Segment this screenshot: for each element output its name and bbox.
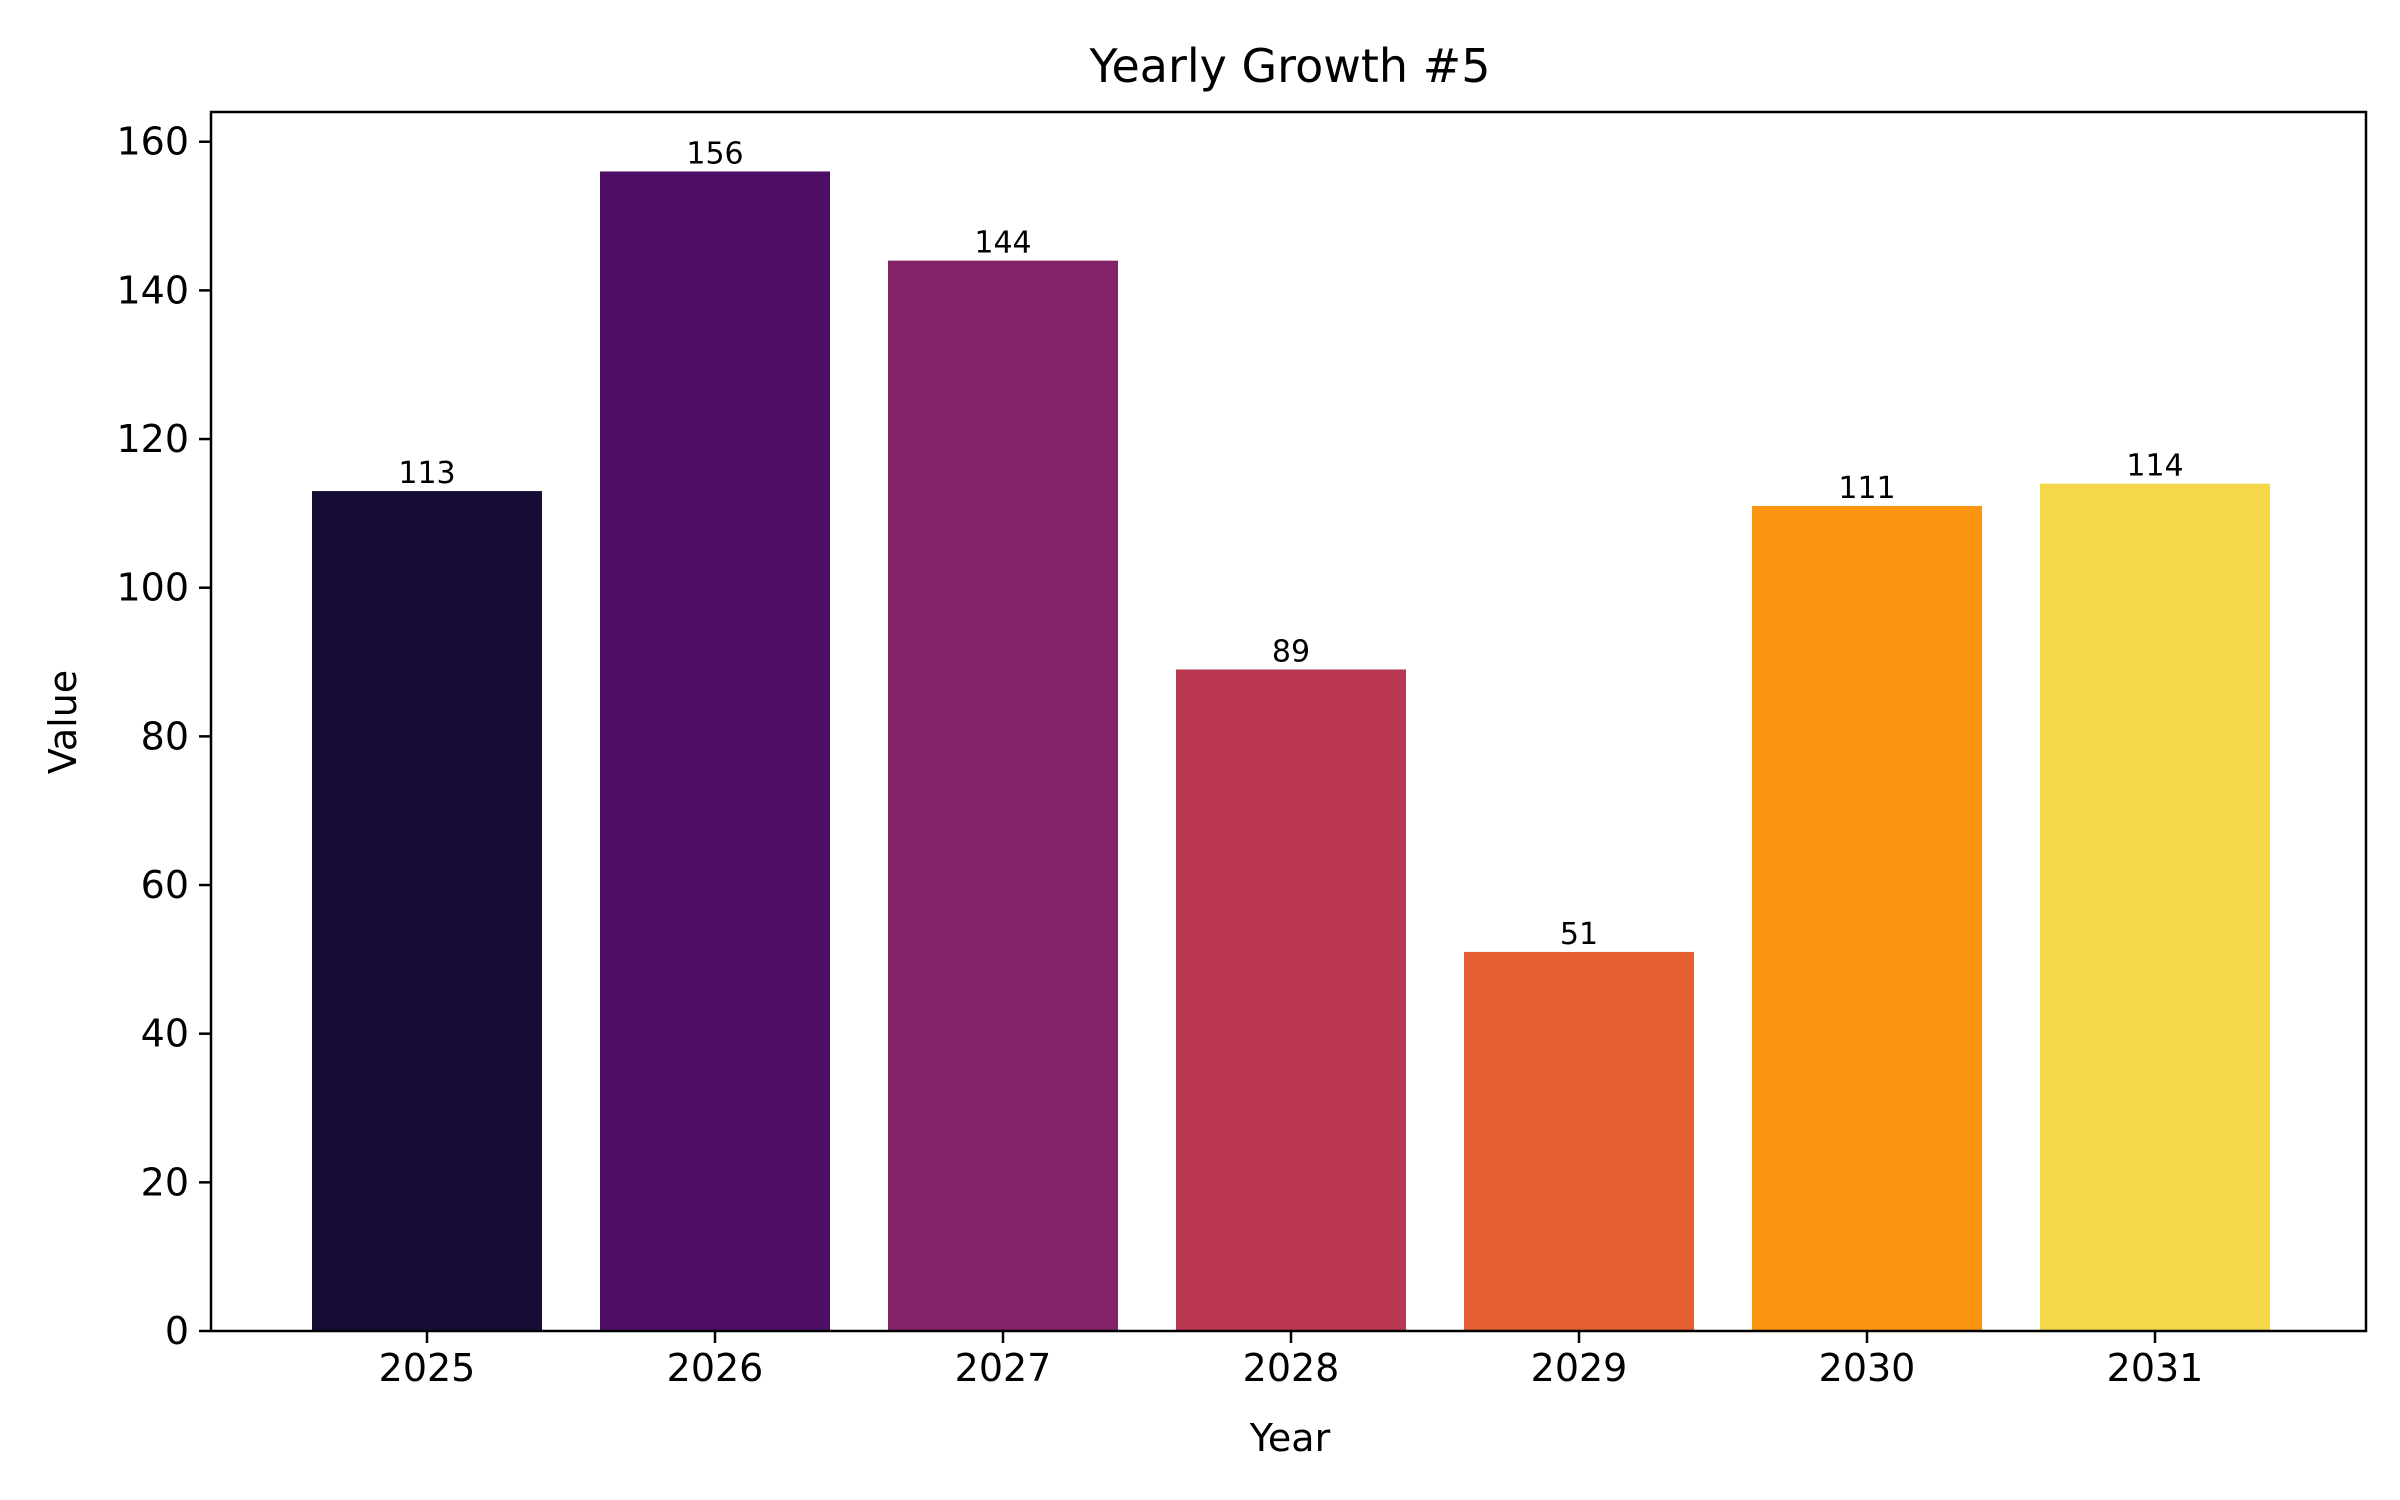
x-tick-label-2031: 2031 xyxy=(2107,1346,2204,1390)
bar-2030 xyxy=(1752,505,1982,1331)
x-tick-label-2026: 2026 xyxy=(667,1346,764,1390)
data-label-2028: 89 xyxy=(1272,634,1310,669)
y-tick-label-40: 40 xyxy=(141,1012,189,1056)
data-labels-group: 113 156 144 89 51 111 114 xyxy=(398,136,2183,951)
bar-2026 xyxy=(600,171,830,1332)
bar-2025 xyxy=(312,491,542,1332)
x-tick-label-2025: 2025 xyxy=(379,1346,476,1390)
y-tick-label-60: 60 xyxy=(141,863,189,907)
y-axis-label: Value xyxy=(41,670,85,774)
data-label-2031: 114 xyxy=(2126,449,2183,484)
x-tick-label-2028: 2028 xyxy=(1243,1346,1340,1390)
bars-group xyxy=(312,171,2270,1332)
x-tick-label-2030: 2030 xyxy=(1819,1346,1916,1390)
y-tick-label-140: 140 xyxy=(116,268,189,312)
chart-title: Yearly Growth #5 xyxy=(1089,39,1491,93)
y-tick-label-20: 20 xyxy=(141,1160,189,1204)
y-tick-label-80: 80 xyxy=(141,714,189,758)
y-axis-ticks: 0 20 40 60 80 100 120 140 160 xyxy=(116,120,211,1353)
data-label-2029: 51 xyxy=(1560,917,1598,952)
bar-2027 xyxy=(888,260,1118,1331)
plot-frame xyxy=(209,110,2368,1333)
y-tick-label-100: 100 xyxy=(116,566,189,610)
data-label-2030: 111 xyxy=(1838,471,1895,506)
y-tick-label-120: 120 xyxy=(116,417,189,461)
y-tick-label-160: 160 xyxy=(116,120,189,164)
x-tick-label-2029: 2029 xyxy=(1531,1346,1628,1390)
bar-2029 xyxy=(1464,951,1694,1331)
x-axis-ticks: 2025 2026 2027 2028 2029 2030 2031 xyxy=(379,1331,2204,1390)
x-axis-label: Year xyxy=(1249,1416,1331,1460)
data-label-2025: 113 xyxy=(398,456,455,491)
bar-2028 xyxy=(1176,669,1406,1331)
data-label-2027: 144 xyxy=(974,226,1031,261)
x-tick-label-2027: 2027 xyxy=(955,1346,1052,1390)
data-label-2026: 156 xyxy=(686,136,743,171)
y-tick-label-0: 0 xyxy=(165,1309,189,1353)
bar-2031 xyxy=(2040,483,2270,1331)
